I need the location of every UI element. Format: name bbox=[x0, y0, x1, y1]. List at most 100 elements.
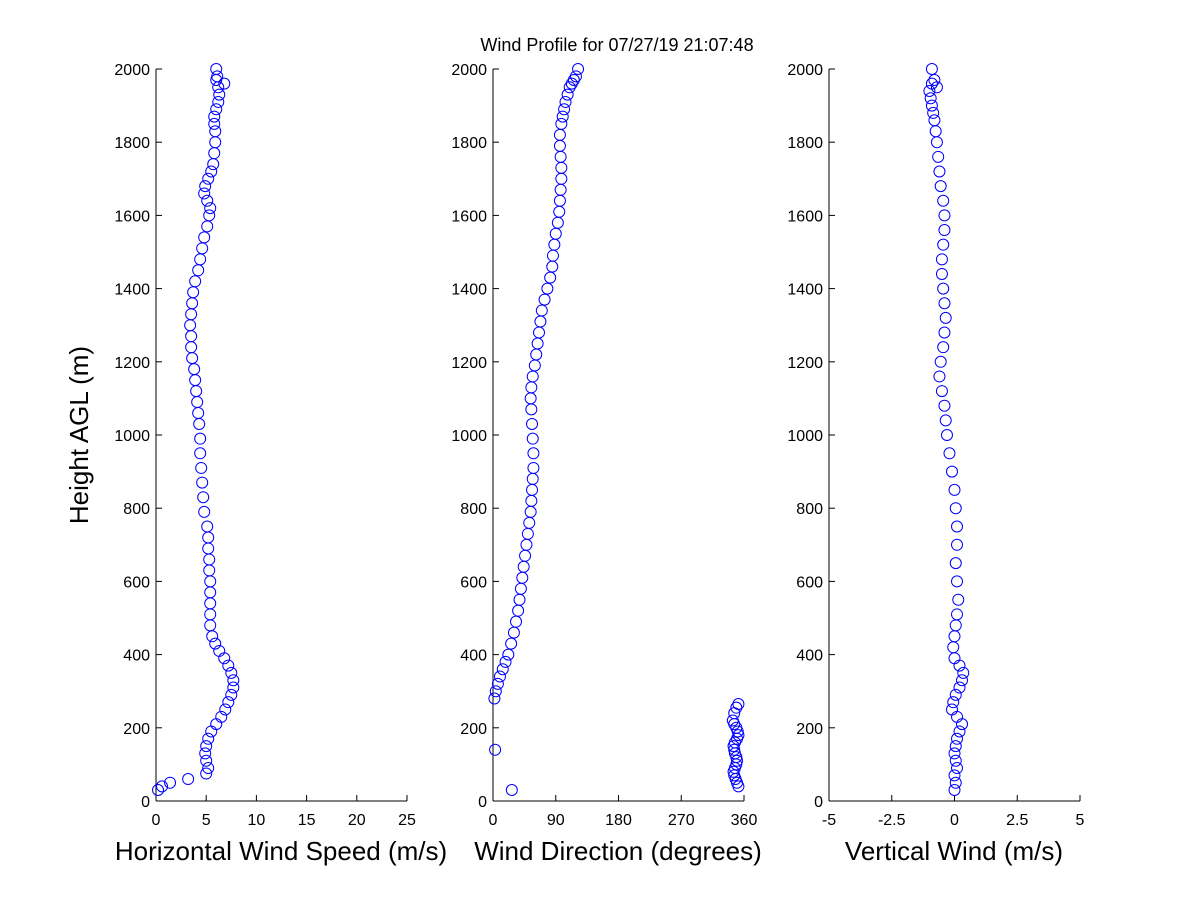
x-tick-label: 180 bbox=[605, 812, 632, 829]
x-tick-label: 25 bbox=[398, 812, 416, 829]
data-point bbox=[541, 282, 554, 295]
data-point bbox=[949, 502, 962, 515]
data-point bbox=[208, 110, 221, 123]
data-point bbox=[948, 769, 961, 782]
x-axis-title: Horizontal Wind Speed (m/s) bbox=[115, 836, 447, 866]
y-tick-label: 0 bbox=[814, 794, 823, 811]
data-point bbox=[938, 297, 951, 310]
data-point bbox=[732, 698, 745, 711]
y-tick-label: 200 bbox=[123, 721, 150, 738]
y-tick-label: 600 bbox=[796, 574, 823, 591]
wind-direction-panel: Wind Direction (degrees) 0 200 400 600 800 10… bbox=[451, 62, 761, 866]
y-axis-title: Height AGL (m) bbox=[64, 346, 94, 524]
y-tick-label: 1400 bbox=[451, 282, 487, 299]
x-tick-label: 5 bbox=[1076, 812, 1085, 829]
data-point bbox=[201, 194, 214, 207]
x-axis-title: Wind Direction (degrees) bbox=[474, 836, 762, 866]
data-point bbox=[927, 106, 940, 119]
data-point bbox=[199, 180, 212, 193]
data-point bbox=[156, 780, 169, 793]
data-point bbox=[205, 165, 218, 178]
data-point bbox=[558, 103, 571, 116]
data-point bbox=[953, 725, 966, 738]
data-point bbox=[202, 762, 215, 775]
data-point bbox=[491, 677, 504, 690]
y-tick-label: 2000 bbox=[451, 62, 487, 79]
data-point bbox=[937, 341, 950, 354]
data-point bbox=[200, 740, 213, 753]
data-point bbox=[938, 399, 951, 412]
data-point bbox=[199, 747, 212, 760]
y-tick-label: 1400 bbox=[114, 282, 150, 299]
y-tick-label: 800 bbox=[123, 501, 150, 518]
data-point bbox=[949, 754, 962, 767]
y-tick-label: 400 bbox=[796, 648, 823, 665]
x-tick-label: 15 bbox=[298, 812, 316, 829]
data-point bbox=[502, 648, 515, 661]
x-tick-label: 0 bbox=[950, 812, 959, 829]
y-tick-label: 1600 bbox=[451, 208, 487, 225]
data-point bbox=[945, 703, 958, 716]
data-point bbox=[218, 77, 231, 90]
x-tick-label: 0 bbox=[152, 812, 161, 829]
data-point bbox=[538, 293, 551, 306]
y-tick-label: 400 bbox=[460, 648, 487, 665]
data-point bbox=[526, 432, 539, 445]
y-tick-label: 200 bbox=[796, 721, 823, 738]
y-tick-label: 0 bbox=[478, 794, 487, 811]
horizontal-wind-speed-panel: Height AGL (m) Horizontal Wind Speed (m/… bbox=[64, 62, 447, 866]
x-tick-label: 10 bbox=[248, 812, 266, 829]
data-point bbox=[925, 63, 938, 75]
y-tick-label: 1600 bbox=[787, 208, 823, 225]
data-point bbox=[951, 608, 964, 621]
data-point bbox=[505, 637, 518, 650]
data-point bbox=[948, 784, 961, 797]
data-point bbox=[209, 125, 222, 138]
y-tick-label: 1800 bbox=[451, 135, 487, 152]
data-point bbox=[928, 73, 941, 86]
y-tick-label: 2000 bbox=[114, 62, 150, 79]
data-point bbox=[211, 70, 224, 83]
data-point bbox=[728, 743, 741, 756]
data-point bbox=[952, 593, 965, 606]
data-point bbox=[208, 117, 221, 130]
data-point bbox=[934, 355, 947, 368]
data-point bbox=[949, 557, 962, 570]
data-point bbox=[569, 70, 582, 83]
y-tick-label: 1200 bbox=[114, 355, 150, 372]
y-tick-label: 0 bbox=[141, 794, 150, 811]
y-tick-label: 800 bbox=[460, 501, 487, 518]
x-tick-label: 90 bbox=[547, 812, 565, 829]
y-tick-label: 1800 bbox=[787, 135, 823, 152]
data-point bbox=[951, 575, 964, 588]
data-point bbox=[559, 95, 572, 108]
data-point bbox=[194, 447, 207, 460]
data-point bbox=[949, 740, 962, 753]
data-point bbox=[215, 710, 228, 723]
data-point bbox=[197, 491, 210, 504]
data-point bbox=[493, 670, 506, 683]
data-point bbox=[726, 714, 739, 727]
data-point bbox=[202, 172, 215, 185]
y-tick-label: 800 bbox=[796, 501, 823, 518]
data-point bbox=[527, 447, 540, 460]
data-point bbox=[505, 784, 518, 797]
data-point bbox=[939, 311, 952, 324]
data-point bbox=[209, 637, 222, 650]
data-point bbox=[925, 99, 938, 112]
data-point bbox=[555, 117, 568, 130]
data-point bbox=[203, 209, 216, 222]
data-point bbox=[152, 784, 165, 797]
x-axis-title: Vertical Wind (m/s) bbox=[845, 836, 1063, 866]
y-tick-label: 1400 bbox=[787, 282, 823, 299]
data-point bbox=[951, 762, 964, 775]
data-point bbox=[951, 732, 964, 745]
data-point bbox=[488, 692, 501, 705]
y-tick-label: 200 bbox=[460, 721, 487, 738]
y-tick-label: 1000 bbox=[787, 428, 823, 445]
data-point bbox=[947, 696, 960, 709]
data-point bbox=[499, 655, 512, 668]
data-point bbox=[935, 267, 948, 280]
data-point bbox=[923, 84, 936, 97]
y-tick-label: 1000 bbox=[114, 428, 150, 445]
